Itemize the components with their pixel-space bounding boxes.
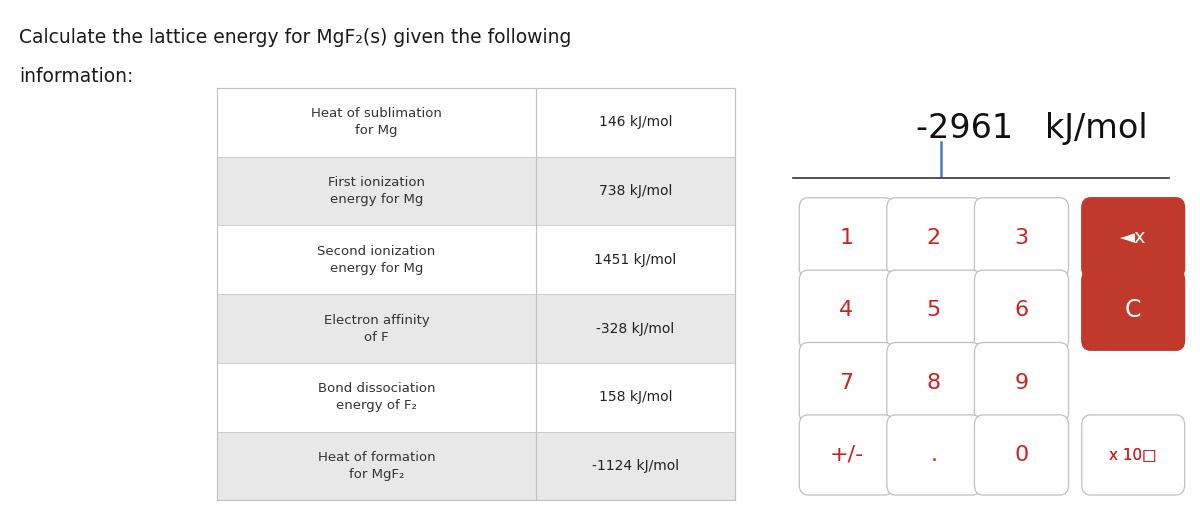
FancyBboxPatch shape (887, 342, 982, 423)
FancyBboxPatch shape (1081, 415, 1184, 495)
Text: 7: 7 (839, 373, 853, 392)
Text: Calculate the lattice energy for MgF₂(s) given the following: Calculate the lattice energy for MgF₂(s)… (19, 28, 571, 48)
Text: Bond dissociation
energy of F₂: Bond dissociation energy of F₂ (318, 382, 436, 413)
Text: Heat of sublimation
for Mg: Heat of sublimation for Mg (311, 107, 442, 138)
FancyBboxPatch shape (974, 270, 1068, 351)
FancyBboxPatch shape (1081, 197, 1184, 278)
FancyBboxPatch shape (799, 270, 893, 351)
Text: x 10□: x 10□ (1110, 447, 1157, 463)
Text: x 10□: x 10□ (1110, 447, 1157, 463)
FancyBboxPatch shape (887, 270, 982, 351)
Text: 6: 6 (1014, 300, 1028, 320)
Text: 146 kJ/mol: 146 kJ/mol (599, 115, 672, 129)
Text: 8: 8 (926, 373, 941, 392)
FancyBboxPatch shape (887, 415, 982, 495)
FancyBboxPatch shape (217, 225, 736, 294)
Text: 1: 1 (839, 228, 853, 248)
Text: Heat of formation
for MgF₂: Heat of formation for MgF₂ (318, 451, 436, 481)
FancyBboxPatch shape (1081, 270, 1184, 351)
Text: 5: 5 (926, 300, 941, 320)
FancyBboxPatch shape (974, 197, 1068, 278)
Text: C: C (1124, 298, 1141, 322)
FancyBboxPatch shape (217, 432, 736, 500)
Text: 158 kJ/mol: 158 kJ/mol (599, 390, 672, 404)
Text: -1124 kJ/mol: -1124 kJ/mol (592, 459, 679, 473)
FancyBboxPatch shape (974, 342, 1068, 423)
Text: .: . (930, 445, 937, 465)
FancyBboxPatch shape (217, 157, 736, 225)
Text: information:: information: (19, 67, 133, 86)
FancyBboxPatch shape (799, 415, 893, 495)
Text: First ionization
energy for Mg: First ionization energy for Mg (328, 176, 425, 206)
Text: Electron affinity
of F: Electron affinity of F (324, 313, 430, 344)
Text: Second ionization
energy for Mg: Second ionization energy for Mg (317, 245, 436, 275)
Text: 9: 9 (1014, 373, 1028, 392)
FancyBboxPatch shape (799, 197, 893, 278)
Text: 738 kJ/mol: 738 kJ/mol (599, 184, 672, 198)
Text: 2: 2 (926, 228, 941, 248)
FancyBboxPatch shape (887, 197, 982, 278)
Text: 3: 3 (1014, 228, 1028, 248)
Text: 1451 kJ/mol: 1451 kJ/mol (594, 253, 677, 267)
Text: 0: 0 (1014, 445, 1028, 465)
Text: +/-: +/- (829, 445, 864, 465)
Text: -328 kJ/mol: -328 kJ/mol (596, 322, 674, 336)
Text: 4: 4 (839, 300, 853, 320)
FancyBboxPatch shape (217, 88, 736, 157)
Text: -2961   kJ/mol: -2961 kJ/mol (916, 112, 1147, 145)
FancyBboxPatch shape (799, 342, 893, 423)
Text: ◄x: ◄x (1120, 229, 1146, 247)
FancyBboxPatch shape (217, 294, 736, 363)
FancyBboxPatch shape (974, 415, 1068, 495)
FancyBboxPatch shape (217, 363, 736, 432)
